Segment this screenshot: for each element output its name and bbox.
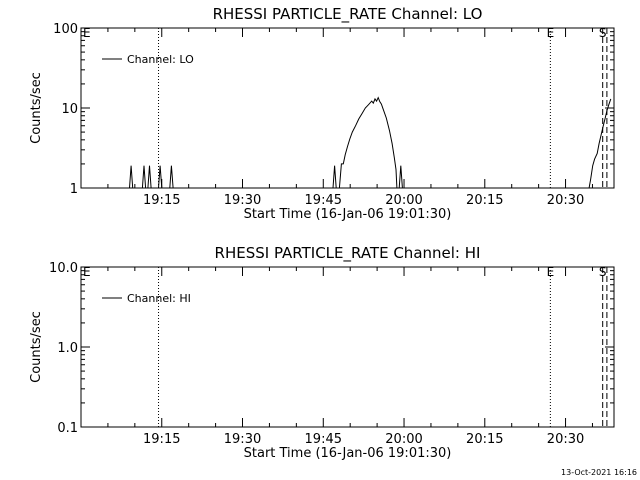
x-tick-label: 19:30 [224,193,261,208]
event-marker-label: S [599,26,607,40]
x-tick-label: 19:15 [143,432,180,447]
corner-marker-label: E [83,26,91,40]
x-tick-label: 20:30 [547,432,584,447]
legend-label: Channel: HI [127,292,191,305]
y-tick-label: 1.0 [57,341,78,356]
event-marker-label: S [599,265,607,279]
plot-frame [80,266,615,428]
y-axis-label: Counts/sec [29,72,44,144]
series-line [129,96,612,189]
x-axis-label: Start Time (16-Jan-06 19:01:30) [244,446,452,461]
chart-title: RHESSI PARTICLE_RATE Channel: HI [215,244,481,263]
x-axis-label: Start Time (16-Jan-06 19:01:30) [244,207,452,222]
x-tick-label: 20:30 [547,193,584,208]
x-tick-label: 20:00 [385,432,422,447]
y-tick-label: 1 [70,182,78,197]
legend-label: Channel: LO [127,53,194,66]
y-tick-label: 10 [61,102,78,117]
y-tick-label: 100 [53,22,78,37]
x-tick-label: 19:15 [143,193,180,208]
x-tick-label: 19:45 [305,193,342,208]
plot-frame [80,27,615,189]
y-axis-label: Counts/sec [29,311,44,383]
x-tick-label: 19:30 [224,432,261,447]
footer-timestamp: 13-Oct-2021 16:16 [561,468,637,477]
y-tick-label: 0.1 [57,421,78,436]
event-marker-label: E [547,26,555,40]
x-tick-label: 20:15 [466,432,503,447]
event-marker-label: E [547,265,555,279]
x-tick-label: 20:15 [466,193,503,208]
corner-marker-label: E [83,265,91,279]
y-tick-label: 10.0 [49,261,78,276]
panel-lo: RHESSI PARTICLE_RATE Channel: LO 1 10 100 19… [29,5,615,222]
chart-title: RHESSI PARTICLE_RATE Channel: LO [213,5,483,24]
panel-hi: RHESSI PARTICLE_RATE Channel: HI 0.1 1.0 10… [29,244,615,461]
x-tick-label: 19:45 [305,432,342,447]
x-tick-label: 20:00 [385,193,422,208]
